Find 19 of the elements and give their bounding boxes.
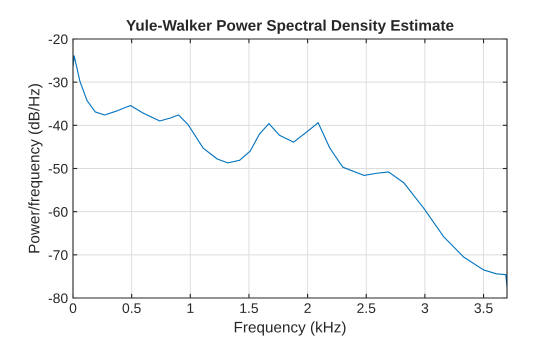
x-tick-label: 0 bbox=[70, 303, 76, 314]
x-tick-label: 2.5 bbox=[357, 303, 376, 314]
line-series bbox=[73, 55, 507, 288]
y-tick-label: -20 bbox=[48, 34, 68, 44]
x-tick-label: 2 bbox=[304, 303, 311, 313]
y-tick-label: -60 bbox=[48, 207, 68, 217]
y-tick-label: -50 bbox=[48, 164, 68, 174]
x-tick-label: 1 bbox=[187, 303, 194, 313]
chart-title: Yule-Walker Power Spectral Density Estimate bbox=[126, 20, 454, 34]
y-axis-title: Power/frequency (dB/Hz) bbox=[28, 84, 43, 253]
x-tick-label: 3 bbox=[422, 303, 428, 314]
y-tick-label: -40 bbox=[48, 120, 68, 131]
y-tick-label: -70 bbox=[48, 250, 68, 260]
x-tick-label: 3.5 bbox=[474, 303, 493, 314]
x-tick-label: 1.5 bbox=[240, 303, 258, 314]
y-tick-label: -80 bbox=[48, 293, 68, 304]
y-tick-label: -30 bbox=[48, 78, 68, 88]
x-tick-label: 0.5 bbox=[122, 303, 141, 314]
x-axis-title: Frequency (kHz) bbox=[234, 321, 346, 336]
